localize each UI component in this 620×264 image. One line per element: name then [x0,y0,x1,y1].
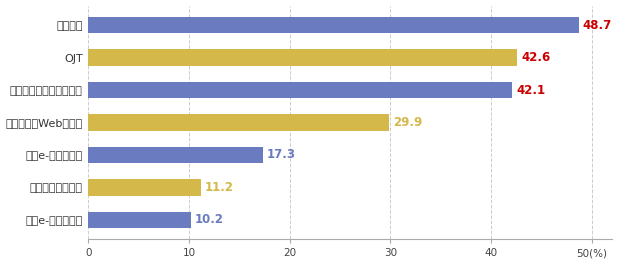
Text: 42.1: 42.1 [516,83,546,97]
Text: 29.9: 29.9 [394,116,423,129]
Bar [89,49,517,66]
Text: 11.2: 11.2 [205,181,234,194]
Bar [89,17,578,33]
Bar [89,114,389,131]
Bar [89,179,201,196]
Bar [89,147,262,163]
Text: 17.3: 17.3 [267,148,296,162]
Text: 10.2: 10.2 [195,213,224,227]
Bar [89,82,512,98]
Text: 48.7: 48.7 [583,18,612,31]
Bar [89,212,191,228]
Text: 42.6: 42.6 [521,51,551,64]
